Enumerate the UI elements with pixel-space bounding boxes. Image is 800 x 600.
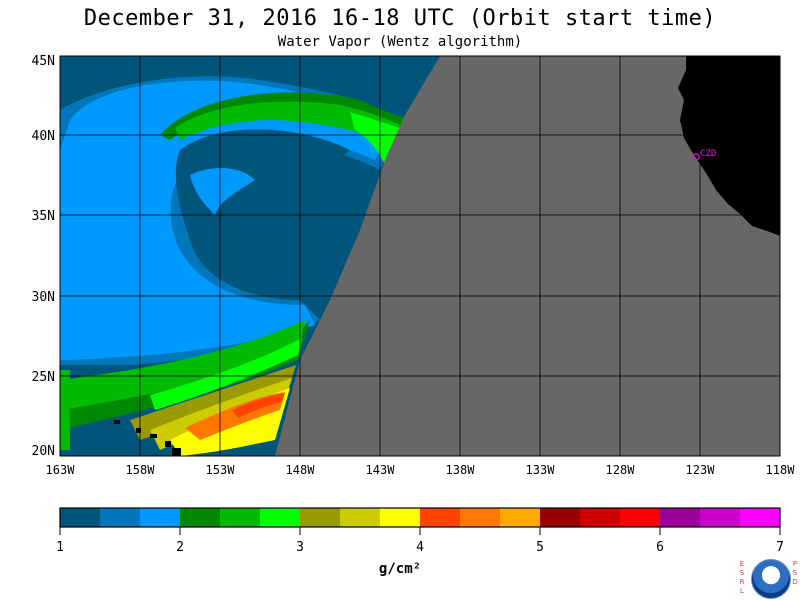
vapor-olive [130, 365, 296, 440]
lon-label: 133W [526, 463, 556, 477]
map-field [60, 56, 780, 456]
legend-swatch [380, 508, 421, 527]
legend-swatch [740, 508, 781, 527]
legend-swatch [140, 508, 181, 527]
lon-label: 148W [286, 463, 316, 477]
vapor-green-edge [350, 112, 400, 165]
vapor-red-orange [232, 393, 285, 418]
vapor-green-north [160, 92, 405, 140]
color-legend: 1 2 3 4 5 6 7 [56, 507, 784, 555]
legend-tick-label: 6 [656, 540, 664, 555]
legend-swatch [260, 508, 301, 527]
legend-swatch [100, 508, 141, 527]
map-frame [59, 55, 781, 457]
station-label: CZD [700, 149, 716, 159]
vapor-band-2 [60, 80, 395, 360]
legend-swatch [460, 508, 501, 527]
lon-label: 153W [206, 463, 236, 477]
vapor-green-south-bright [60, 320, 305, 410]
legend-swatch [580, 508, 621, 527]
legend-swatch [420, 508, 461, 527]
vapor-green-west-edge [60, 370, 70, 450]
lon-label: 143W [366, 463, 396, 477]
lon-label: 163W [46, 463, 76, 477]
lat-label: 40N [32, 129, 55, 144]
legend-tick-label: 5 [536, 540, 544, 555]
lat-label: 45N [32, 54, 55, 69]
lon-label: 138W [446, 463, 476, 477]
vapor-swirl-blue [190, 168, 255, 215]
legend-swatch [300, 508, 341, 527]
north-america-land [678, 56, 780, 236]
lat-label: 20N [32, 444, 55, 459]
page-title: December 31, 2016 16-18 UTC (Orbit start… [83, 6, 717, 31]
lat-lon-grid [60, 56, 780, 456]
lat-label: 25N [32, 370, 55, 385]
legend-swatch [660, 508, 701, 527]
legend-tick-label: 7 [776, 540, 784, 555]
latitude-labels: 45N 40N 35N 30N 25N 20N [32, 54, 55, 459]
legend-tick-label: 4 [416, 540, 424, 555]
legend-swatch [700, 508, 741, 527]
longitude-labels: 163W 158W 153W 148W 143W 138W 133W 128W 123W 118W [46, 463, 796, 477]
page-subtitle: Water Vapor (Wentz algorithm) [277, 34, 523, 50]
legend-swatch [500, 508, 541, 527]
lon-label: 123W [686, 463, 716, 477]
legend-tick-label: 1 [56, 540, 64, 555]
legend-swatch [340, 508, 381, 527]
hawaii-islands [114, 420, 181, 456]
legend-units: g/cm² [378, 561, 422, 577]
no-data-swath [275, 56, 780, 456]
legend-tick-label: 3 [296, 540, 304, 555]
lon-label: 158W [126, 463, 156, 477]
legend-swatch [540, 508, 581, 527]
noaa-seal-icon [751, 559, 791, 599]
legend-swatch [220, 508, 261, 527]
legend-swatch [180, 508, 221, 527]
legend-tick-label: 2 [176, 540, 184, 555]
lat-label: 30N [32, 290, 55, 305]
vapor-green-north-bright [175, 101, 400, 145]
legend-swatch [620, 508, 661, 527]
vapor-lime-south [150, 338, 302, 410]
lon-label: 128W [606, 463, 636, 477]
station-marker [692, 153, 700, 161]
lat-label: 35N [32, 209, 55, 224]
lon-label: 118W [766, 463, 796, 477]
legend-swatch [60, 508, 101, 527]
